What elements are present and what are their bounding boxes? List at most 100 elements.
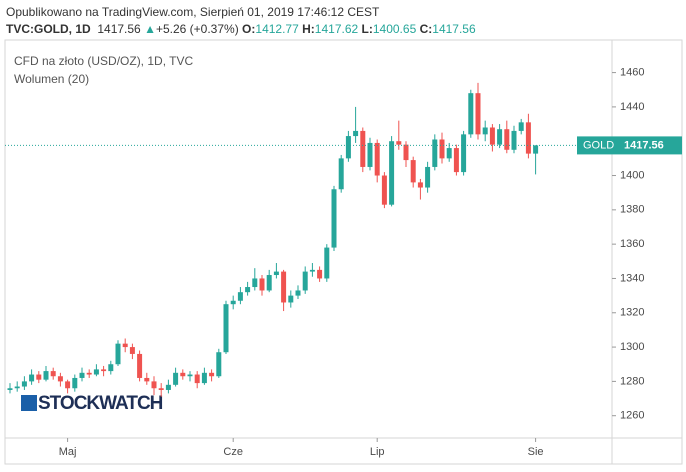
quote-line: TVC:GOLD, 1D 1417.56 ▲+5.26 (+0.37%) O:1… xyxy=(6,21,476,38)
y-tick-label: 1300 xyxy=(620,341,644,353)
candle-body xyxy=(144,377,150,382)
candle-body xyxy=(468,93,474,135)
y-tick-label: 1280 xyxy=(620,375,644,387)
candle-body xyxy=(151,381,157,389)
c-label: C: xyxy=(419,22,433,36)
candle-body xyxy=(158,388,164,390)
o-label: O: xyxy=(242,22,256,36)
candle-body xyxy=(29,374,35,382)
y-tick-label: 1460 xyxy=(620,67,644,79)
legend-line2: Wolumen (20) xyxy=(14,72,89,86)
candle-body xyxy=(259,278,265,291)
price-tag-name: GOLD xyxy=(583,139,614,151)
x-tick-label: Cze xyxy=(223,446,243,458)
candle-body xyxy=(79,372,85,378)
h-value: 1417.62 xyxy=(314,22,359,36)
candle-body xyxy=(173,372,179,385)
candle-body xyxy=(7,388,13,390)
frame xyxy=(4,39,683,465)
candle-body xyxy=(439,139,445,159)
x-tick-label: Lip xyxy=(370,446,385,458)
candle-body xyxy=(425,166,431,188)
candle-body xyxy=(36,374,42,380)
candle-body xyxy=(497,129,503,145)
candle-body xyxy=(317,269,323,279)
candle-body xyxy=(309,269,315,272)
candle-body xyxy=(345,136,351,159)
y-tick-label: 1400 xyxy=(620,169,644,181)
candle-body xyxy=(403,144,409,161)
candle-body xyxy=(165,384,171,390)
candle-body xyxy=(65,381,71,389)
candle-body xyxy=(453,148,459,173)
candle-body xyxy=(482,127,488,135)
candle-body xyxy=(223,304,229,353)
candle-body xyxy=(353,130,359,137)
l-value: 1400.65 xyxy=(372,22,417,36)
y-tick-label: 1260 xyxy=(620,410,644,422)
candle-body xyxy=(180,372,186,377)
candle-body xyxy=(461,134,467,173)
candle-body xyxy=(93,369,99,375)
candle-body xyxy=(374,142,380,176)
candle-body xyxy=(489,127,495,145)
candle-body xyxy=(273,271,279,276)
candle-body xyxy=(324,247,330,279)
watermark: STOCKWATCH xyxy=(38,393,163,414)
candle-body xyxy=(417,182,423,188)
header: Opublikowano na TradingView.com, Sierpie… xyxy=(6,4,476,38)
candle-body xyxy=(518,122,524,131)
candle-body xyxy=(504,129,510,150)
candle-body xyxy=(14,386,20,389)
candle-body xyxy=(72,377,78,389)
candle-body xyxy=(209,372,215,377)
logo-icon xyxy=(21,395,37,411)
candle-body xyxy=(331,189,337,248)
y-tick-label: 1320 xyxy=(620,307,644,319)
candle-body xyxy=(245,287,251,293)
candle-body xyxy=(108,364,114,372)
candle-body xyxy=(101,369,107,372)
o-value: 1412.77 xyxy=(255,22,299,36)
candle-body xyxy=(252,278,258,288)
y-tick-label: 1380 xyxy=(620,204,644,216)
candle-body xyxy=(115,343,121,365)
candle-body xyxy=(367,142,373,167)
price-tag-value: 1417.56 xyxy=(624,139,664,151)
candle-body xyxy=(137,353,143,378)
candle-body xyxy=(525,122,531,154)
candle-body xyxy=(237,292,243,301)
arrow: ▲ xyxy=(144,22,156,36)
candle-body xyxy=(511,130,517,150)
y-tick-label: 1340 xyxy=(620,272,644,284)
candle-body xyxy=(396,141,402,145)
candle-body xyxy=(86,372,92,375)
legend-line1: CFD na złoto (USD/OZ), 1D, TVC xyxy=(14,54,193,68)
candle-body xyxy=(475,93,481,135)
candle-body xyxy=(122,343,128,348)
y-tick-label: 1440 xyxy=(620,101,644,113)
candle-body xyxy=(281,271,287,303)
candle-body xyxy=(216,352,222,377)
candle-body xyxy=(381,175,387,205)
x-tick-label: Sie xyxy=(528,446,544,458)
candle-body xyxy=(266,275,272,291)
candle-body xyxy=(187,374,193,377)
candle-body xyxy=(432,139,438,167)
candle-body xyxy=(295,290,301,296)
h-label: H: xyxy=(302,22,315,36)
symbol: TVC:GOLD, 1D xyxy=(6,22,91,36)
candle-body xyxy=(410,160,416,183)
candle-body xyxy=(338,158,344,190)
last: 1417.56 xyxy=(97,22,141,36)
candle-body xyxy=(194,374,200,384)
y-tick-label: 1360 xyxy=(620,238,644,250)
price-tag-bg xyxy=(577,136,682,155)
change: +5.26 (+0.37%) xyxy=(155,22,239,36)
candle-body xyxy=(302,271,308,291)
candle-body xyxy=(360,130,366,167)
candle-body xyxy=(389,141,395,205)
x-tick-label: Maj xyxy=(59,446,77,458)
